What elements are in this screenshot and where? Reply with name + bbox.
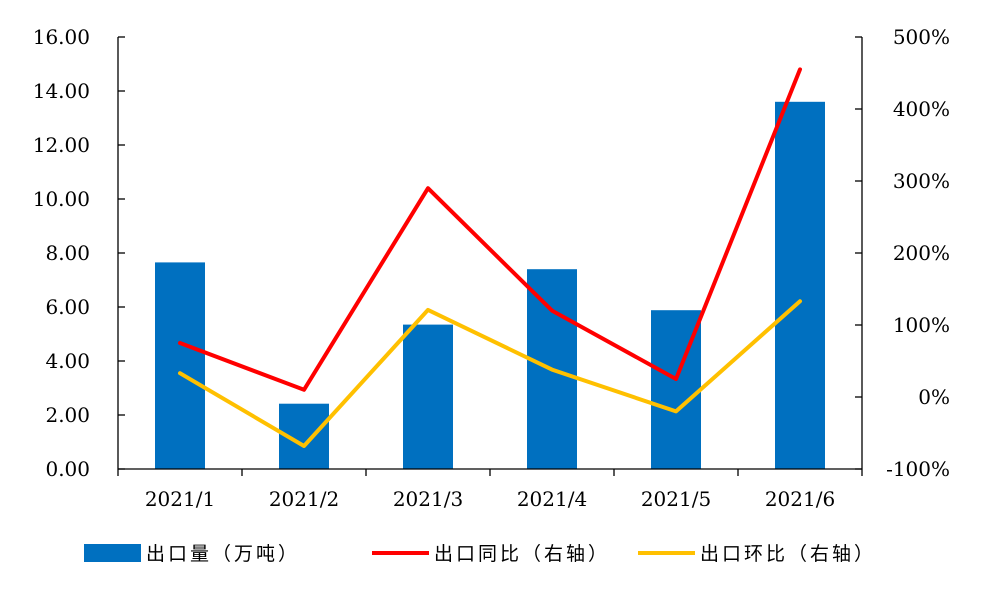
legend-swatch-bar [84, 544, 141, 562]
x-tick-label: 2021/4 [517, 487, 587, 511]
y-right-tick-label: -100% [886, 457, 950, 481]
y-right-tick-label: 400% [893, 97, 950, 121]
y-right-tick-label: 300% [893, 169, 950, 193]
y-right-tick-label: 200% [893, 241, 950, 265]
x-tick-label: 2021/6 [765, 487, 835, 511]
legend-label: 出口环比（右轴） [700, 543, 876, 565]
legend-label: 出口量（万吨） [146, 543, 300, 565]
x-tick-label: 2021/3 [393, 487, 463, 511]
x-tick-label: 2021/1 [145, 487, 215, 511]
yoy-line [178, 67, 802, 392]
mom-line [178, 299, 802, 448]
x-tick-label: 2021/2 [269, 487, 339, 511]
y-left-tick-label: 16.00 [33, 25, 90, 49]
bars-layer [155, 101, 825, 470]
y-left-tick-label: 10.00 [33, 187, 90, 211]
legend-item: 出口量（万吨） [84, 543, 300, 565]
y-left-tick-label: 8.00 [45, 241, 90, 265]
y-right-tick-label: 0% [918, 385, 950, 409]
bar-2021-6 [775, 101, 825, 470]
legend-item: 出口同比（右轴） [372, 543, 610, 565]
bar-2021-1 [155, 262, 205, 469]
y-left-tick-label: 6.00 [45, 295, 90, 319]
y-left-tick-label: 2.00 [45, 403, 90, 427]
y-left-tick-label: 14.00 [33, 79, 90, 103]
x-tick-label: 2021/5 [641, 487, 711, 511]
legend-label: 出口同比（右轴） [434, 543, 610, 565]
legend: 出口量（万吨） 出口同比（右轴） 出口环比（右轴） [84, 543, 876, 565]
y-left-tick-label: 4.00 [45, 349, 90, 373]
y-left-tick-label: 12.00 [33, 133, 90, 157]
y-right-tick-label: 500% [893, 25, 950, 49]
y-right-tick-label: 100% [893, 313, 950, 337]
bar-2021-3 [403, 324, 453, 469]
y-left-tick-label: 0.00 [45, 457, 90, 481]
lines-layer [178, 67, 802, 448]
legend-item: 出口环比（右轴） [638, 543, 876, 565]
axes-layer: 0.00 2.00 4.00 6.00 8.00 10.00 12.00 14.00 16.00… [33, 25, 950, 511]
